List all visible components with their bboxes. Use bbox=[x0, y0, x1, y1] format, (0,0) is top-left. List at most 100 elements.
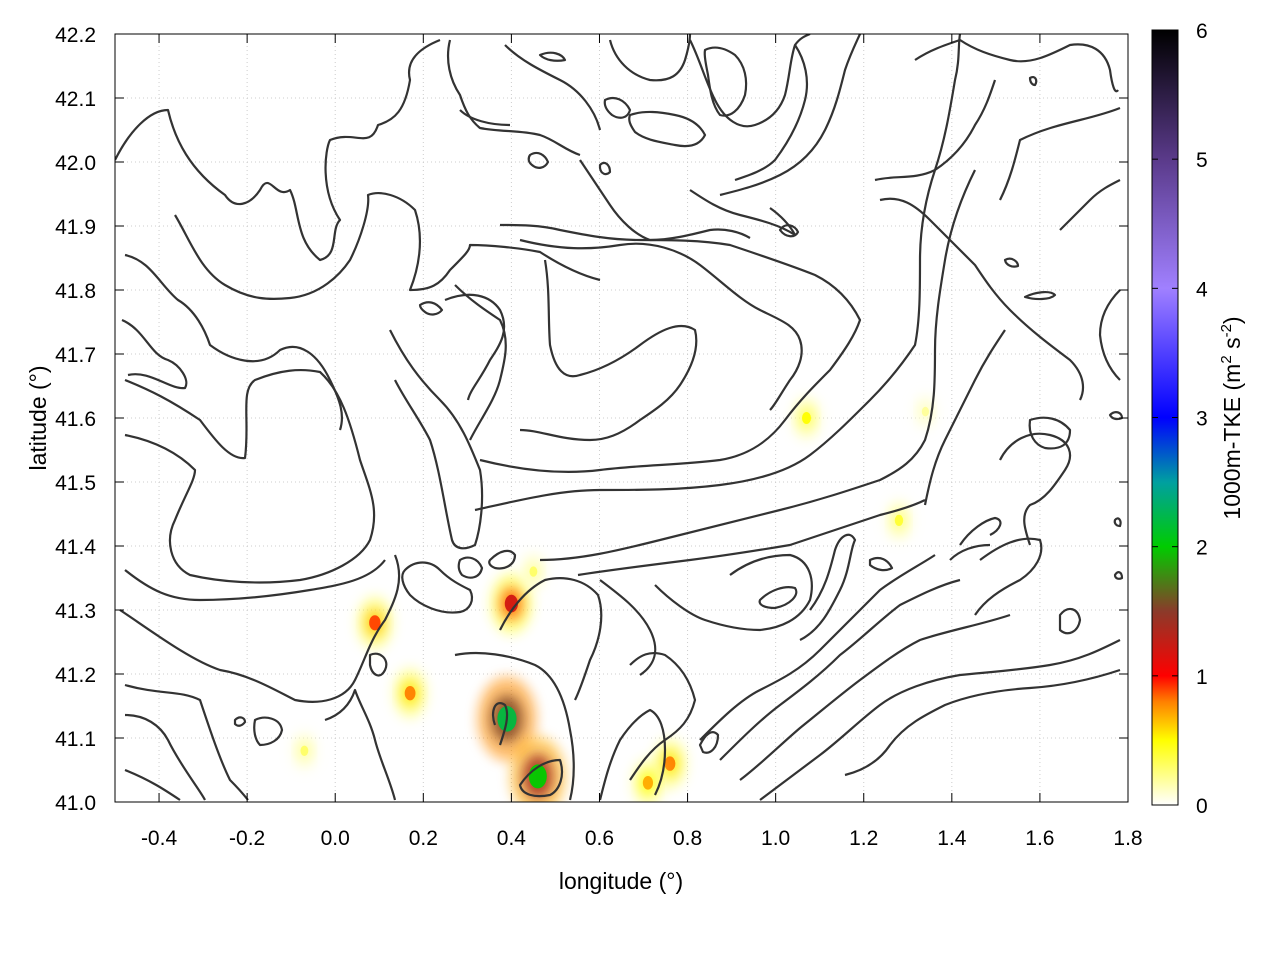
contour-line bbox=[734, 44, 809, 182]
y-tick-label: 41.1 bbox=[55, 728, 96, 751]
colorbar-label-end: ) bbox=[1219, 316, 1245, 324]
contour-line bbox=[608, 34, 692, 82]
terrain-contours bbox=[115, 34, 1124, 801]
y-tick-label: 42.1 bbox=[55, 88, 96, 111]
colorbar-label-sup1: 2 bbox=[1218, 355, 1235, 363]
contour-line bbox=[124, 253, 344, 431]
contour-line bbox=[599, 579, 657, 676]
contour-line bbox=[488, 549, 517, 570]
contour-line bbox=[868, 556, 894, 572]
x-tick-label: 0.2 bbox=[409, 827, 438, 850]
contour-line bbox=[949, 543, 991, 561]
contour-line bbox=[1098, 289, 1121, 381]
contour-line bbox=[874, 79, 997, 182]
y-tick-label: 41.3 bbox=[55, 600, 96, 623]
contour-line bbox=[519, 259, 698, 442]
colorbar-label-mid: s bbox=[1219, 337, 1245, 355]
contour-line bbox=[454, 651, 575, 801]
colorbar-tick-label: 6 bbox=[1196, 20, 1208, 43]
colorbar-label-sup2: -2 bbox=[1218, 324, 1235, 337]
contour-line bbox=[598, 161, 612, 176]
contour-line bbox=[959, 516, 1002, 546]
contour-line bbox=[479, 223, 862, 474]
contour-line bbox=[844, 668, 1121, 777]
x-tick-label: 1.0 bbox=[761, 827, 790, 850]
contour-line bbox=[418, 301, 444, 316]
contour-line bbox=[1028, 416, 1072, 450]
x-tick-label: 0.4 bbox=[497, 827, 527, 850]
contour-line bbox=[124, 768, 181, 801]
y-axis-label: latitude (°) bbox=[25, 365, 51, 470]
y-tick-label: 41.8 bbox=[55, 280, 96, 303]
hotspot-core bbox=[642, 776, 654, 790]
contour-line bbox=[923, 329, 1006, 506]
x-tick-label: 1.4 bbox=[937, 827, 967, 850]
tke-hotspot bbox=[490, 573, 533, 634]
contour-line bbox=[1028, 76, 1038, 87]
colorbar-tick-label: 2 bbox=[1196, 537, 1208, 560]
colorbar-tick-label: 3 bbox=[1196, 408, 1208, 431]
contour-line bbox=[654, 553, 813, 632]
hotspot-core bbox=[529, 566, 538, 577]
contour-line bbox=[914, 38, 1119, 93]
contour-line bbox=[577, 499, 926, 577]
contour-line bbox=[499, 577, 603, 701]
x-tick-label: -0.2 bbox=[229, 827, 265, 850]
x-tick-label: 0.8 bbox=[673, 827, 702, 850]
contour-line bbox=[174, 192, 601, 300]
contour-line bbox=[1059, 179, 1121, 231]
tke-hotspot bbox=[791, 396, 821, 440]
contour-line bbox=[999, 106, 1121, 201]
x-tick-label: 1.6 bbox=[1025, 827, 1054, 850]
contour-line bbox=[579, 159, 751, 242]
contour-line bbox=[999, 432, 1072, 546]
colorbar-label: 1000m-TKE (m2 s-2) bbox=[1218, 316, 1245, 519]
hotspot-core bbox=[801, 412, 811, 424]
y-tick-label: 41.9 bbox=[55, 216, 96, 239]
y-tick-label: 41.7 bbox=[55, 344, 96, 367]
x-tick-label: 1.2 bbox=[849, 827, 878, 850]
contour-line bbox=[539, 169, 976, 562]
contour-line bbox=[504, 44, 602, 131]
contour-line bbox=[491, 702, 509, 746]
colorbar-tick-label: 1 bbox=[1196, 666, 1208, 689]
contour-line bbox=[719, 578, 961, 761]
contour-line bbox=[324, 688, 397, 801]
y-tick-label: 41.6 bbox=[55, 408, 96, 431]
tke-hotspot bbox=[356, 596, 393, 650]
contour-line bbox=[389, 329, 484, 550]
contour-line bbox=[1023, 291, 1057, 301]
contour-line bbox=[698, 731, 720, 754]
tke-hotspot bbox=[392, 667, 428, 719]
contour-line bbox=[519, 238, 803, 411]
contour-line bbox=[368, 652, 388, 677]
contour-line bbox=[879, 197, 1085, 401]
contour-line bbox=[459, 109, 511, 127]
contour-line bbox=[759, 639, 1121, 801]
contour-line bbox=[401, 561, 474, 614]
contour-line bbox=[628, 110, 707, 148]
contour-line bbox=[518, 758, 564, 798]
colorbar-tick-label: 0 bbox=[1196, 795, 1208, 818]
tke-hotspot bbox=[520, 552, 547, 592]
y-tick-label: 42.2 bbox=[55, 24, 96, 47]
contour-line bbox=[689, 189, 797, 237]
contour-line bbox=[233, 716, 247, 727]
colorbar-tick-label: 5 bbox=[1196, 149, 1208, 172]
contour-line bbox=[115, 38, 441, 262]
contour-line bbox=[778, 224, 800, 238]
tke-hotspot bbox=[291, 731, 318, 771]
hotspot-core bbox=[921, 406, 930, 417]
contour-line bbox=[474, 34, 962, 512]
y-tick-label: 42.0 bbox=[55, 152, 96, 175]
y-tick-label: 41.4 bbox=[55, 536, 96, 559]
contour-line bbox=[444, 293, 506, 401]
contour-line bbox=[1113, 517, 1122, 528]
contour-line bbox=[799, 533, 857, 641]
tke-hotspot bbox=[509, 736, 566, 802]
x-tick-label: 0.6 bbox=[585, 827, 614, 850]
contour-line bbox=[758, 586, 798, 610]
contour-line bbox=[1058, 607, 1082, 635]
hotspot-core bbox=[504, 594, 518, 613]
